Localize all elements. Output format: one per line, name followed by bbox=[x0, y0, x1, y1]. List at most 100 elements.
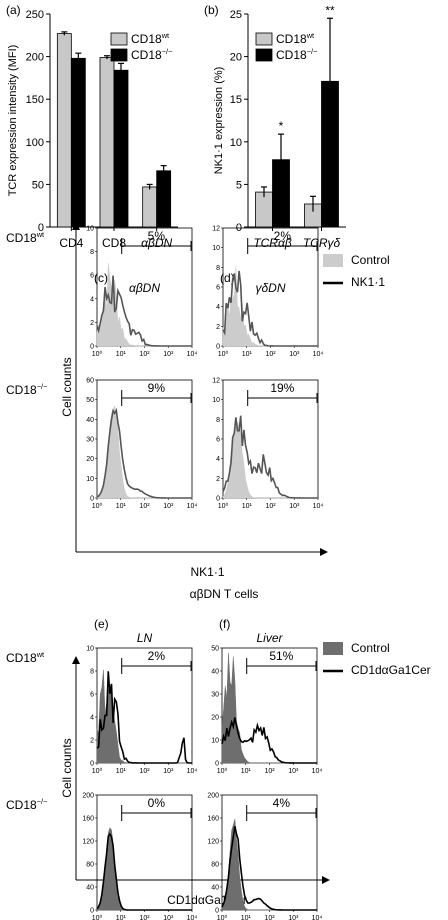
sample-histogram bbox=[222, 270, 318, 347]
y-tick-label: 20 bbox=[211, 715, 219, 722]
x-tick-label: 10¹ bbox=[241, 915, 252, 920]
y-tick-label: 30 bbox=[211, 692, 219, 699]
y-tick-label: 200 bbox=[82, 793, 94, 800]
y-tick-label: 10 bbox=[230, 137, 242, 149]
x-tick-label: 10³ bbox=[163, 503, 174, 510]
y-tick-label: 0 bbox=[90, 761, 94, 768]
sample-histogram bbox=[96, 832, 192, 911]
outer-x-arrow bbox=[320, 548, 328, 556]
gate-percent: 2% bbox=[148, 649, 166, 663]
bar bbox=[99, 57, 115, 228]
y-tick-label: 10 bbox=[86, 646, 94, 653]
y-tick-label: 4 bbox=[90, 715, 94, 722]
bar bbox=[113, 69, 129, 228]
y-tick-label: 8 bbox=[90, 669, 94, 676]
row-label: CD18−/− bbox=[6, 797, 47, 812]
x-tick-label: 10⁴ bbox=[313, 351, 324, 358]
y-tick-label: 0 bbox=[90, 908, 94, 915]
control-histogram bbox=[96, 263, 192, 347]
y-tick-label: 20 bbox=[86, 456, 94, 463]
x-tick-label: 10³ bbox=[163, 768, 174, 775]
legend-label: Control bbox=[351, 253, 390, 267]
y-tick-label: 2 bbox=[216, 324, 220, 331]
y-tick-label: 5 bbox=[236, 179, 242, 191]
y-tick-label: 8 bbox=[90, 249, 94, 256]
x-tick-label: 10⁰ bbox=[217, 914, 228, 920]
y-tick-label: 10 bbox=[212, 245, 220, 252]
figure-caption: αβDN T cells bbox=[190, 587, 259, 601]
x-tick-label: 10² bbox=[265, 503, 276, 510]
y-tick-label: 0 bbox=[215, 761, 219, 768]
y-axis-title: Cell counts bbox=[60, 357, 74, 416]
x-tick-label: 10¹ bbox=[241, 768, 252, 775]
y-tick-label: 0 bbox=[215, 908, 219, 915]
x-tick-label: 10⁴ bbox=[312, 915, 323, 920]
y-tick-label: 50 bbox=[86, 397, 94, 404]
x-tick-label: 10⁴ bbox=[187, 503, 198, 510]
x-tick-label: 10⁰ bbox=[92, 914, 103, 920]
control-histogram bbox=[222, 421, 318, 499]
y-tick-label: 10 bbox=[86, 476, 94, 483]
y-tick-label: 0 bbox=[216, 496, 220, 503]
sample-histogram bbox=[221, 717, 317, 764]
sample-histogram bbox=[221, 826, 317, 911]
panel-label: (c) bbox=[94, 271, 108, 285]
y-tick-label: 0 bbox=[90, 344, 94, 351]
bar bbox=[156, 170, 172, 228]
y-tick-label: 40 bbox=[211, 669, 219, 676]
legend-swatch bbox=[110, 48, 128, 62]
y-tick-label: 100 bbox=[26, 137, 44, 149]
y-tick-label: 40 bbox=[211, 885, 219, 892]
y-tick-label: 2 bbox=[216, 476, 220, 483]
y-tick-label: 250 bbox=[26, 9, 44, 21]
x-tick-label: 10³ bbox=[288, 915, 299, 920]
row-label: CD18wt bbox=[6, 650, 45, 665]
y-tick-label: 0 bbox=[216, 344, 220, 351]
y-tick-label: 40 bbox=[86, 885, 94, 892]
y-tick-label: 2 bbox=[90, 738, 94, 745]
x-tick-label: 10² bbox=[139, 768, 150, 775]
column-title: αβDN bbox=[129, 281, 160, 295]
outer-y-arrow bbox=[72, 656, 80, 664]
y-tick-label: 40 bbox=[86, 417, 94, 424]
x-tick-label: 10⁰ bbox=[92, 502, 103, 510]
y-tick-label: 10 bbox=[211, 738, 219, 745]
gate-percent: 51% bbox=[269, 649, 293, 663]
panel-label: (d) bbox=[220, 271, 235, 285]
y-tick-label: 4 bbox=[216, 456, 220, 463]
sample-histogram bbox=[96, 671, 193, 764]
sample-histogram bbox=[96, 275, 192, 347]
x-tick-label: 10² bbox=[264, 768, 275, 775]
significance-mark: ** bbox=[325, 3, 335, 17]
row-label: CD18−/− bbox=[6, 382, 47, 397]
y-tick-label: 50 bbox=[32, 179, 44, 191]
x-tick-label: 10⁰ bbox=[92, 767, 103, 775]
x-tick-label: 10¹ bbox=[242, 503, 253, 510]
legend-swatch bbox=[255, 48, 273, 62]
gate-percent: 19% bbox=[270, 381, 294, 395]
y-tick-label: 200 bbox=[207, 793, 219, 800]
legend-label: CD18−/− bbox=[276, 47, 317, 62]
x-tick-label: 10² bbox=[139, 503, 150, 510]
y-tick-label: 4 bbox=[90, 296, 94, 303]
y-tick-label: 10 bbox=[86, 226, 94, 233]
x-tick-label: 10⁴ bbox=[187, 768, 198, 775]
y-tick-label: 12 bbox=[212, 378, 220, 385]
x-tick-label: 10⁰ bbox=[92, 350, 103, 358]
y-tick-label: 50 bbox=[211, 646, 219, 653]
x-tick-label: 10¹ bbox=[116, 768, 127, 775]
bar bbox=[255, 191, 273, 228]
bar bbox=[70, 57, 86, 228]
y-tick-label: 8 bbox=[216, 265, 220, 272]
y-tick-label: 4 bbox=[216, 304, 220, 311]
legend-swatch bbox=[110, 32, 128, 46]
column-title: LN bbox=[137, 631, 153, 645]
sample-histogram bbox=[222, 415, 318, 499]
x-tick-label: 10² bbox=[139, 351, 150, 358]
gate-percent: 4% bbox=[273, 796, 291, 810]
x-tick-label: 10³ bbox=[163, 915, 174, 920]
x-tick-label: 10¹ bbox=[116, 915, 127, 920]
y-tick-label: 2 bbox=[90, 320, 94, 327]
legend-label: CD18wt bbox=[276, 31, 315, 46]
